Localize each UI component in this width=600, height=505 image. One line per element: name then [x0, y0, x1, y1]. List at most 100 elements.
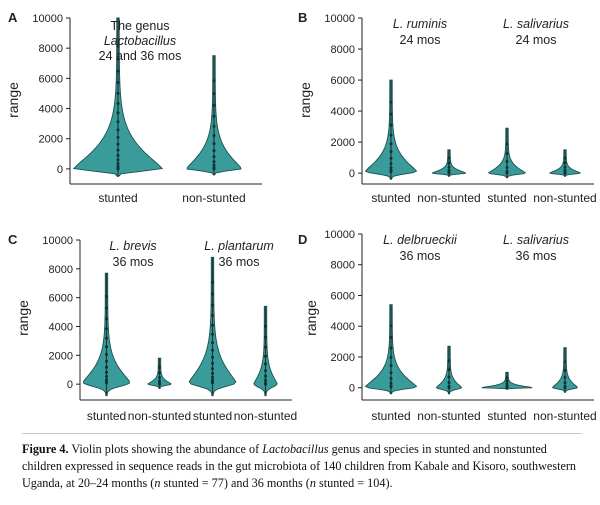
data-point	[116, 44, 120, 48]
data-point	[389, 324, 393, 328]
panel-age-title: 36 mos	[113, 255, 154, 269]
data-point	[264, 335, 267, 339]
data-point	[211, 355, 214, 359]
y-tick-label: 10000	[324, 13, 355, 25]
data-point	[105, 306, 108, 310]
data-point	[116, 153, 120, 157]
x-category-label: stunted	[193, 409, 232, 423]
x-category-label: non-stunted	[234, 409, 297, 423]
y-tick-label: 4000	[49, 321, 73, 333]
y-axis-label: range	[297, 82, 313, 118]
x-category-label: stunted	[371, 409, 410, 423]
panel-letter-D: D	[298, 232, 307, 247]
y-tick-label: 2000	[39, 134, 63, 146]
y-tick-label: 10000	[324, 229, 355, 241]
data-point	[116, 158, 120, 162]
data-point	[447, 170, 451, 174]
data-point	[389, 133, 393, 137]
data-point	[447, 384, 451, 388]
data-point	[563, 165, 567, 169]
panel-age-title: 36 mos	[516, 249, 557, 263]
data-point	[212, 160, 216, 164]
data-point	[212, 133, 216, 137]
data-point	[447, 368, 451, 372]
y-tick-label: 8000	[49, 264, 73, 276]
y-tick-label: 0	[57, 164, 63, 176]
x-category-label: stunted	[487, 191, 526, 205]
data-point	[563, 161, 567, 165]
data-point	[116, 148, 120, 152]
data-point	[212, 124, 216, 128]
data-point	[211, 313, 214, 317]
caption-text-4: stunted = 104).	[315, 476, 393, 490]
data-point	[212, 149, 216, 153]
panel-species-title: L. salivarius	[503, 17, 569, 31]
data-point	[447, 168, 451, 172]
panel-species-title: L. delbrueckii	[383, 233, 458, 247]
data-point	[116, 135, 120, 139]
data-point	[389, 162, 393, 166]
data-point	[212, 166, 216, 170]
data-point	[505, 170, 509, 174]
y-tick-label: 8000	[39, 43, 63, 55]
x-category-label: non-stunted	[182, 191, 245, 205]
caption-genus: Lactobacillus	[262, 442, 329, 456]
x-category-label: non-stunted	[533, 409, 596, 423]
data-point	[389, 142, 393, 146]
data-point	[264, 345, 267, 349]
y-tick-label: 2000	[49, 350, 73, 362]
data-point	[212, 163, 216, 167]
data-point	[116, 81, 120, 85]
data-point	[563, 368, 567, 372]
y-tick-label: 8000	[331, 44, 355, 56]
data-point	[211, 341, 214, 345]
data-point	[105, 352, 108, 356]
data-point	[158, 381, 161, 385]
data-point	[389, 371, 393, 375]
caption-n-2: n	[309, 476, 316, 490]
data-point	[447, 375, 451, 379]
data-point	[389, 364, 393, 368]
y-tick-label: 6000	[49, 293, 73, 305]
panel-letter-B: B	[298, 10, 307, 25]
data-point	[105, 336, 108, 340]
data-point	[447, 161, 451, 165]
data-point	[116, 101, 120, 105]
data-point	[211, 323, 214, 327]
data-point	[212, 103, 216, 107]
data-point	[211, 361, 214, 365]
x-category-label: stunted	[487, 409, 526, 423]
data-point	[563, 375, 567, 379]
caption-rule	[22, 433, 582, 434]
data-point	[447, 165, 451, 169]
data-point	[211, 367, 214, 371]
panel-species-title: L. brevis	[109, 239, 156, 253]
data-point	[264, 362, 267, 366]
data-point	[389, 346, 393, 350]
data-point	[389, 100, 393, 104]
data-point	[505, 160, 509, 164]
data-point	[389, 355, 393, 359]
y-tick-label: 6000	[331, 290, 355, 302]
data-point	[389, 335, 393, 339]
data-point	[264, 354, 267, 358]
panel-title-line: Lactobacillus	[104, 34, 176, 48]
panel-title-line: The genus	[110, 19, 169, 33]
data-point	[505, 376, 509, 380]
data-point	[264, 369, 267, 373]
data-point	[563, 168, 567, 172]
data-point	[212, 142, 216, 146]
data-point	[158, 379, 161, 383]
data-point	[105, 380, 108, 384]
x-category-label: stunted	[87, 409, 126, 423]
data-point	[389, 123, 393, 127]
panel-age-title: 24 mos	[400, 33, 441, 47]
data-point	[389, 168, 393, 172]
data-point	[389, 150, 393, 154]
y-axis-label: range	[5, 82, 21, 118]
data-point	[116, 128, 120, 132]
data-point	[105, 359, 108, 363]
caption-text-1: Violin plots showing the abundance of	[71, 442, 263, 456]
caption-text-2: genus and species in stunted and nonstun…	[22, 442, 577, 490]
data-point	[211, 371, 214, 375]
